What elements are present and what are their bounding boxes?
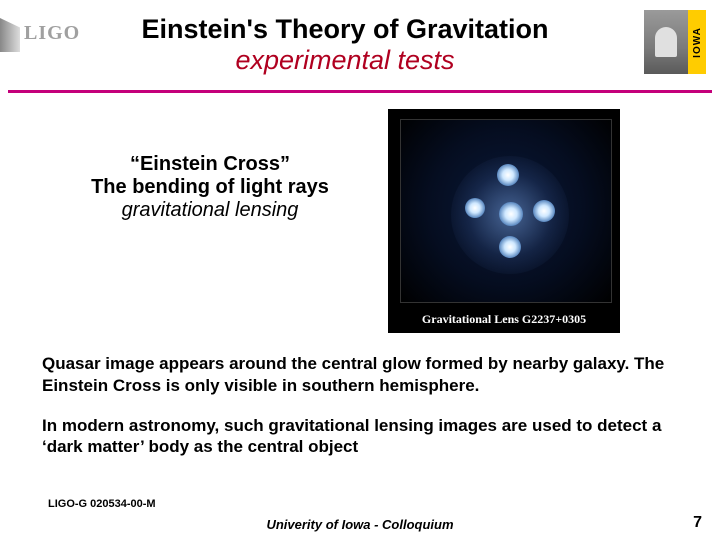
lens-image-spot [465, 198, 485, 218]
figure-caption: Gravitational Lens G2237+0305 [390, 312, 618, 327]
iowa-label: IOWA [692, 27, 703, 58]
slide-header: LIGO Einstein's Theory of Gravitation ex… [0, 0, 720, 90]
footer-page-number: 7 [693, 514, 702, 532]
iowa-logo: IOWA [644, 10, 706, 74]
title-line-2: experimental tests [60, 45, 630, 76]
paragraph-2: In modern astronomy, such gravitational … [42, 415, 678, 459]
slide-content: “Einstein Cross” The bending of light ra… [0, 93, 720, 123]
left-caption-line1: “Einstein Cross” [70, 153, 350, 176]
iowa-band: IOWA [688, 10, 706, 74]
einstein-cross-figure: Gravitational Lens G2237+0305 [388, 109, 620, 333]
astro-image [400, 119, 612, 303]
lens-image-spot [533, 200, 555, 222]
footer-center: Univerity of Iowa - Colloquium [0, 517, 720, 532]
ligo-logo: LIGO [24, 22, 80, 45]
body-text: Quasar image appears around the central … [42, 353, 678, 476]
lens-image-spot [499, 236, 521, 258]
figure-left-caption: “Einstein Cross” The bending of light ra… [70, 153, 350, 222]
left-caption-line3: gravitational lensing [70, 199, 350, 222]
paragraph-1: Quasar image appears around the central … [42, 353, 678, 397]
left-caption-line2: The bending of light rays [70, 176, 350, 199]
lens-image-spot [497, 164, 519, 186]
title-block: Einstein's Theory of Gravitation experim… [0, 6, 720, 76]
iowa-building-icon [644, 10, 688, 74]
footer-doc-code: LIGO-G 020534-00-M [48, 498, 156, 510]
dome-icon [655, 27, 677, 57]
title-line-1: Einstein's Theory of Gravitation [60, 14, 630, 45]
lens-image-spot [499, 202, 523, 226]
